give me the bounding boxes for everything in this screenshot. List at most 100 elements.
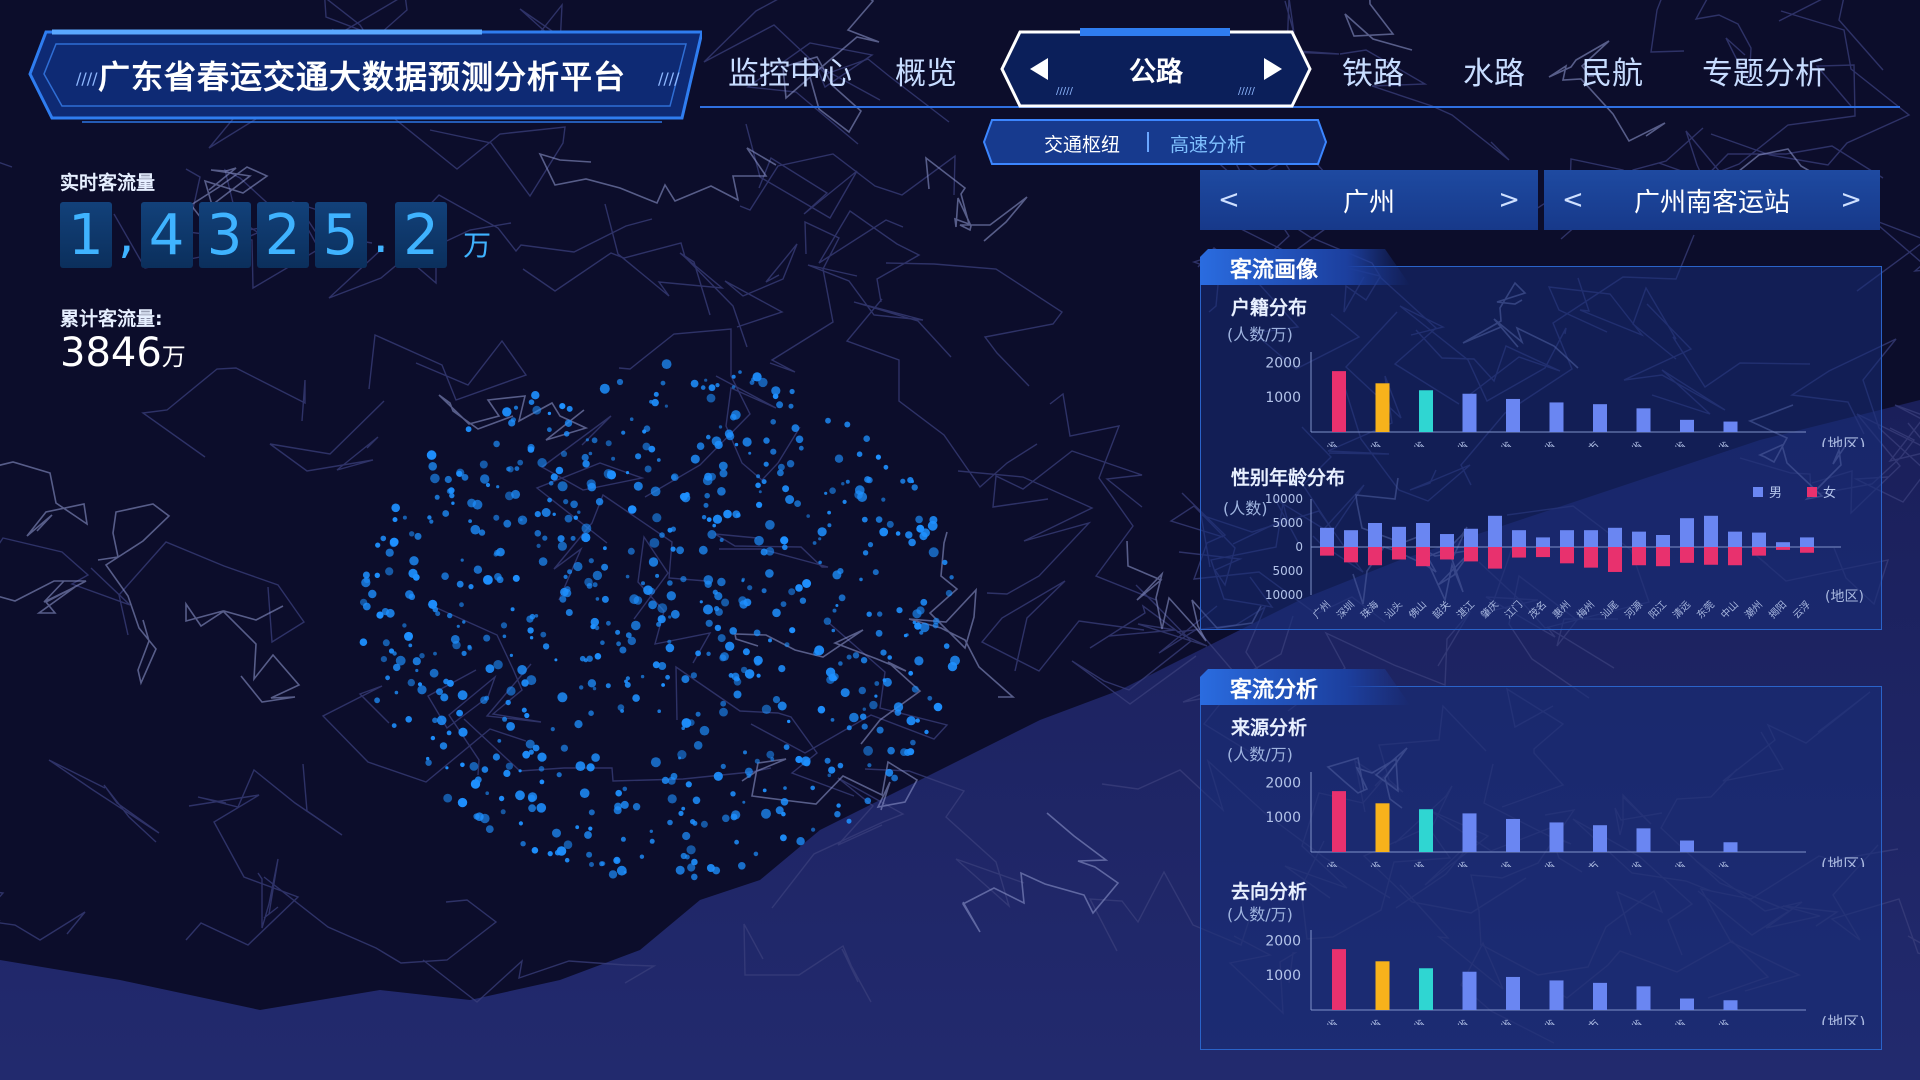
bar-male [1320, 527, 1334, 547]
heat-dot [725, 641, 735, 651]
heat-dot [762, 788, 767, 793]
heat-dot [842, 499, 847, 504]
heat-dot [503, 769, 511, 778]
heat-dot [462, 620, 466, 624]
heat-dot [755, 482, 761, 489]
heat-dot [649, 399, 653, 404]
heat-dot [478, 529, 486, 536]
heat-dot [492, 753, 500, 761]
category-label: 江苏省 [1396, 859, 1429, 867]
heat-dot [579, 685, 584, 690]
heat-dot [591, 753, 600, 762]
bar-male [1416, 523, 1430, 547]
heat-dot [621, 430, 626, 435]
heat-dot [479, 460, 488, 469]
bar [1680, 998, 1694, 1010]
border-line [925, 156, 1028, 242]
heat-dot [509, 653, 513, 658]
heat-dot [537, 752, 547, 762]
heat-dot [846, 654, 852, 660]
category-label: 江西省 [1439, 1017, 1472, 1025]
heat-dot [799, 597, 807, 604]
heat-dot [467, 644, 472, 649]
road-line [1339, 49, 1510, 161]
heat-dot [601, 563, 609, 571]
heat-dot [515, 790, 525, 801]
nav-road-active[interactable]: 公路 [1129, 56, 1183, 88]
heat-dot [524, 712, 530, 719]
gender-age-chart-title: 性别年龄分布 [1231, 467, 1346, 489]
road-line [522, 242, 748, 348]
category-label: 河南省 [1526, 1017, 1559, 1025]
heat-dot [601, 595, 609, 603]
heat-dot [560, 587, 569, 597]
city-prev-button[interactable]: < [1218, 185, 1240, 215]
nav-special-analysis[interactable]: 专题分析 [1702, 56, 1826, 92]
y-tick-label: 5000 [1272, 564, 1303, 578]
heat-dot [563, 499, 569, 505]
heat-dot [468, 519, 472, 523]
station-prev-button[interactable]: < [1562, 185, 1584, 215]
heat-dot [794, 500, 801, 507]
heat-dot [514, 466, 520, 471]
y-tick-label: 2000 [1265, 355, 1301, 371]
heat-dot [460, 558, 464, 562]
heat-dot [538, 766, 545, 772]
digit: 1 [60, 202, 112, 268]
heat-dot [627, 636, 636, 646]
prev-mode-button[interactable] [1022, 52, 1056, 86]
category-label: 湖南省 [1352, 1017, 1385, 1025]
road-line [1049, 392, 1157, 601]
heat-dot [579, 788, 590, 798]
nav-monitor[interactable]: 监控中心 [728, 56, 852, 92]
road-line [1710, 10, 1911, 166]
legend-female-label: 女 [1823, 485, 1836, 501]
road-line [1071, 584, 1197, 705]
heat-dot [627, 547, 635, 555]
next-mode-button[interactable] [1256, 52, 1290, 86]
heat-dot [711, 436, 722, 447]
legend-female-swatch [1807, 487, 1817, 497]
city-selector[interactable]: < 广州 > [1200, 170, 1538, 230]
heat-dot [629, 417, 634, 422]
heat-dot [564, 857, 570, 863]
heat-dot [761, 808, 771, 819]
city-next-button[interactable]: > [1498, 185, 1520, 215]
heat-dot [375, 542, 381, 548]
nav-railway[interactable]: 铁路 [1342, 56, 1404, 92]
heat-dot [468, 584, 474, 590]
nav-aviation[interactable]: 民航 [1581, 56, 1643, 92]
category-label: 上海市 [1569, 858, 1602, 867]
heat-dot [402, 515, 407, 520]
heat-dot [652, 661, 660, 669]
heat-dot [928, 547, 939, 558]
heat-dot [430, 735, 436, 741]
heat-dot [708, 384, 716, 392]
heat-dot [564, 514, 573, 523]
heat-dot [862, 707, 866, 711]
heat-dot [512, 574, 520, 582]
heat-dot [785, 495, 795, 504]
heat-dot [657, 603, 668, 613]
bar [1332, 371, 1346, 432]
digit-separator: , [118, 205, 135, 265]
tab-transport-hub[interactable]: 交通枢纽 [1044, 134, 1121, 156]
nav-waterway[interactable]: 水路 [1463, 56, 1525, 92]
bar-female [1368, 547, 1382, 566]
heat-dot [460, 762, 465, 768]
heat-dot [643, 585, 653, 595]
tab-highway-analysis[interactable]: 高速分析 [1170, 134, 1247, 156]
heat-dot [765, 569, 774, 578]
border-line [734, 629, 922, 745]
svg-text:////: //// [658, 69, 680, 88]
nav-overview[interactable]: 概览 [895, 56, 957, 92]
station-selector[interactable]: < 广州南客运站 > [1544, 170, 1880, 230]
road-line [750, 622, 949, 754]
heat-dot [450, 635, 460, 644]
heat-dot [667, 776, 676, 785]
heat-dot [730, 791, 736, 797]
heat-dot [781, 811, 786, 817]
station-next-button[interactable]: > [1840, 185, 1862, 215]
heat-dot [945, 589, 953, 597]
heat-dot [531, 391, 540, 400]
